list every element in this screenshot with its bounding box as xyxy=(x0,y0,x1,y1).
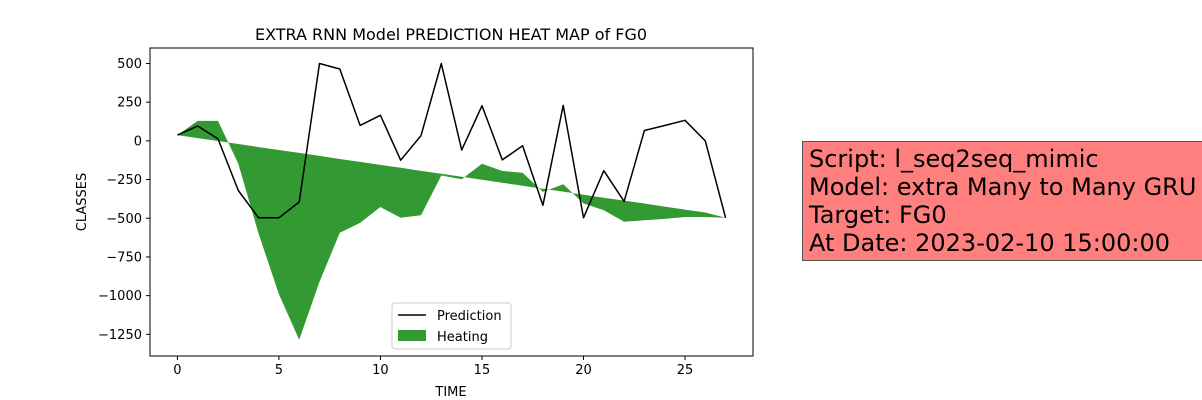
chart-title: EXTRA RNN Model PREDICTION HEAT MAP of F… xyxy=(255,25,647,44)
info-date-line: At Date: 2023-02-10 15:00:00 xyxy=(809,229,1171,257)
x-tick-label: 25 xyxy=(677,363,694,378)
legend-heating-label: Heating xyxy=(437,330,488,345)
legend-heating-swatch xyxy=(398,330,426,341)
legend-prediction-label: Prediction xyxy=(437,309,502,324)
prediction-line-layer xyxy=(177,62,727,219)
y-tick-label: −1000 xyxy=(98,289,142,304)
x-tick-label: 15 xyxy=(474,363,491,378)
x-axis: 0 5 10 15 20 25 xyxy=(173,356,693,378)
y-tick-label: 250 xyxy=(117,96,142,111)
y-tick-label: −750 xyxy=(106,250,142,265)
y-axis: 500 250 0 −250 −500 −750 −1000 −1250 xyxy=(98,57,150,343)
prediction-line xyxy=(177,62,727,219)
x-tick-label: 20 xyxy=(575,363,592,378)
info-box: Script: l_seq2seq_mimic Model: extra Man… xyxy=(802,141,1202,261)
plot-frame xyxy=(149,47,754,357)
info-target-line: Target: FG0 xyxy=(809,201,947,229)
info-model-line: Model: extra Many to Many GRU xyxy=(809,173,1197,201)
legend: Prediction Heating xyxy=(391,302,512,350)
y-tick-label: −500 xyxy=(106,212,142,227)
heating-area-layer xyxy=(177,120,726,340)
y-tick-label: 0 xyxy=(134,134,142,149)
info-script-line: Script: l_seq2seq_mimic xyxy=(809,145,1099,173)
y-tick-label: 500 xyxy=(117,57,142,72)
x-tick-label: 5 xyxy=(275,363,283,378)
plot-area xyxy=(149,47,754,357)
heating-area xyxy=(177,120,726,340)
x-tick-label: 10 xyxy=(372,363,389,378)
y-axis-label: CLASSES xyxy=(75,173,90,231)
x-tick-label: 0 xyxy=(173,363,181,378)
y-tick-label: −250 xyxy=(106,173,142,188)
y-tick-label: −1250 xyxy=(98,328,142,343)
x-axis-label: TIME xyxy=(434,385,466,400)
